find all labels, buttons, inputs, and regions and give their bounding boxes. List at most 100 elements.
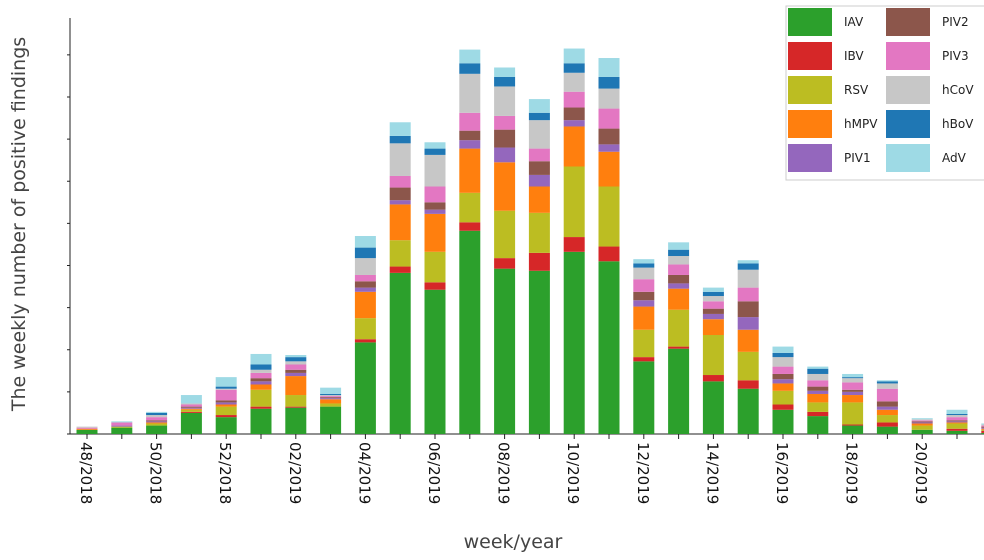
bar-segment-iav [807,416,828,434]
bar-segment-iav [564,252,585,434]
bar-segment-adv [807,367,828,369]
legend-label: PIV3 [942,49,969,63]
legend-label: IAV [844,15,864,29]
bar-segment-adv [216,377,237,386]
bar-segment-hmpv [529,187,550,213]
bar-segment-hbov [773,353,794,357]
bar-segment-iav [529,271,550,434]
bar-segment-adv [738,260,759,263]
bar-segment-hbov [877,381,898,383]
bar-stack [668,242,689,434]
bar-stack [181,395,202,434]
bar-segment-adv [146,412,167,413]
bar-segment-hbov [703,292,724,296]
bar-segment-hcov [390,143,411,176]
bar-segment-piv2 [668,275,689,283]
bar-segment-hcov [912,419,933,420]
bar-segment-hbov [633,263,654,267]
bar-segment-piv1 [947,421,968,422]
legend-label: hMPV [844,117,878,131]
x-tick-label: 20/2019 [912,442,930,504]
bar-segment-piv3 [216,390,237,401]
bar-segment-hmpv [355,292,376,318]
bar-segment-piv2 [842,390,863,392]
bar-segment-hmpv [947,422,968,423]
bar-stack [877,380,898,434]
legend-swatch [886,110,930,138]
bar-stack [773,347,794,434]
bar-segment-ibv [425,282,446,289]
bar-segment-adv [773,347,794,353]
bar-stack [285,355,306,434]
bar-segment-piv3 [459,113,480,131]
bar-segment-piv1 [703,314,724,319]
x-tick-label: 06/2019 [425,442,443,504]
bar-segment-piv2 [425,202,446,209]
bar-segment-hcov [355,258,376,275]
bar-segment-adv [842,374,863,377]
bar-segment-rsv [425,252,446,283]
bar-segment-piv3 [251,373,272,378]
bar-segment-hcov [877,383,898,388]
x-axis-title: week/year [464,531,563,553]
bar-segment-iav [494,269,515,434]
legend-swatch [886,42,930,70]
bar-segment-iav [773,410,794,434]
bar-segment-ibv [703,375,724,381]
bar-segment-hcov [807,374,828,380]
bar-segment-hbov [494,77,515,86]
bar-segment-piv3 [738,288,759,302]
bar-stack [425,142,446,434]
bar-segment-rsv [459,193,480,222]
bar-segment-iav [216,417,237,434]
bar-segment-rsv [668,310,689,347]
x-tick-label: 16/2019 [773,442,791,504]
bar-segment-rsv [599,187,620,247]
bar-segment-hmpv [877,410,898,415]
bar-segment-piv2 [599,129,620,145]
bar-segment-rsv [251,390,272,407]
bar-segment-ibv [285,407,306,408]
bar-segment-piv1 [459,140,480,148]
bar-segment-iav [668,349,689,434]
bar-segment-piv1 [773,379,794,383]
bar-segment-piv1 [494,148,515,163]
bar-segment-piv3 [703,301,724,308]
bar-segment-hcov [564,73,585,92]
bar-segment-hbov [807,369,828,374]
bar-segment-rsv [633,330,654,357]
bar-segment-hmpv [77,429,98,430]
bar-stack [912,418,933,434]
bar-stack [529,99,550,434]
bar-segment-adv [181,395,202,403]
bar-segment-ibv [947,429,968,431]
bar-segment-piv3 [947,417,968,420]
bar-segment-piv3 [355,275,376,281]
bar-segment-iav [181,413,202,434]
bar-segment-hmpv [773,383,794,390]
bar-segment-hmpv [425,214,446,252]
bar-segment-iav [599,261,620,434]
bar-segment-adv [703,288,724,292]
bar-segment-rsv [877,415,898,422]
bar-segment-piv1 [912,422,933,423]
bar-segment-adv [494,67,515,76]
bar-segment-iav [285,408,306,434]
bar-segment-hcov [285,361,306,364]
bar-segment-rsv [390,240,411,266]
bar-segment-piv2 [738,301,759,317]
bar-segment-rsv [494,211,515,258]
bar-segment-iav [877,427,898,434]
legend-swatch [788,42,832,70]
bar-segment-piv3 [111,422,132,425]
bar-stack [633,259,654,434]
legend-swatch [788,144,832,172]
x-tick-label: 10/2019 [564,442,582,504]
legend-label: RSV [844,83,869,97]
bar-segment-adv [599,58,620,77]
bar-segment-piv2 [807,387,828,391]
legend-label: PIV2 [942,15,969,29]
bar-segment-adv [425,142,446,148]
